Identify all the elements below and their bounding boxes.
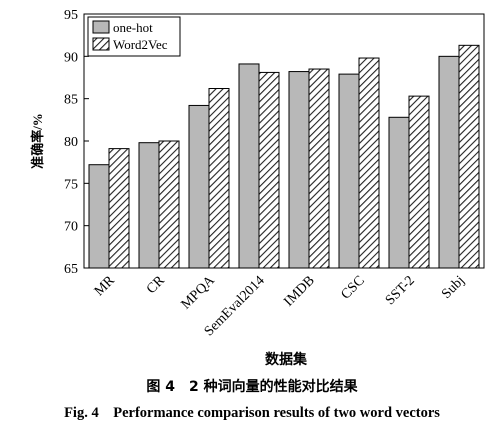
x-tick-label: MPQA [179, 273, 219, 313]
plot-area-frame [83, 13, 485, 269]
bar-one-hot [438, 55, 460, 269]
legend-swatch [92, 37, 110, 51]
y-tick-label: 70 [64, 220, 78, 235]
bar-word2vec [258, 71, 280, 269]
bar-one-hot [88, 164, 110, 269]
x-tick-label: CSC [339, 273, 368, 302]
x-tick-label: IMDB [281, 273, 317, 309]
bar-word2vec [208, 88, 230, 269]
bar-word2vec [108, 148, 130, 269]
bar-one-hot [338, 73, 360, 269]
y-tick-label: 75 [64, 177, 78, 192]
legend: one-hot Word2Vec [87, 16, 181, 57]
y-tick-label: 85 [64, 93, 78, 108]
figure-caption-chinese: 图 4 2 种词向量的性能对比结果 [146, 379, 358, 395]
x-tick-label: CR [144, 273, 168, 297]
y-tick-label: 65 [64, 262, 78, 277]
bar-one-hot [188, 104, 210, 269]
x-axis-label: 数据集 [265, 351, 308, 368]
y-tick-label: 95 [64, 8, 78, 23]
bar-word2vec [408, 95, 430, 269]
bar-word2vec [358, 57, 380, 269]
bar-word2vec [158, 140, 180, 269]
x-tick-label: SST-2 [383, 273, 418, 308]
bar-word2vec [308, 68, 330, 269]
bar-word2vec [458, 44, 480, 269]
y-tick-label: 90 [64, 50, 78, 65]
bar-one-hot [238, 63, 260, 269]
y-axis-label: 准确率/% [30, 113, 45, 169]
figure-caption-english: Fig. 4 Performance comparison results of… [64, 405, 440, 421]
bar-one-hot [288, 71, 310, 269]
x-tick-label: MR [92, 273, 118, 299]
bar-one-hot [138, 142, 160, 269]
legend-swatch [92, 20, 110, 34]
legend-label: Word2Vec [113, 37, 168, 52]
legend-label: one-hot [113, 20, 153, 35]
bar-one-hot [388, 116, 410, 269]
y-tick-label: 80 [64, 135, 78, 150]
x-tick-label: Subj [439, 273, 468, 302]
